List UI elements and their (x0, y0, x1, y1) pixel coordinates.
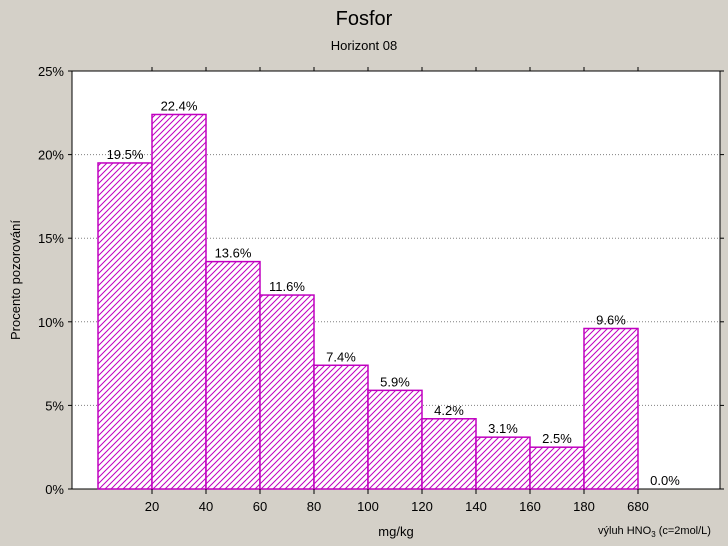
histogram-bar (421, 418, 477, 490)
bar-value-label: 13.6% (215, 246, 252, 261)
x-tick-label: 100 (357, 499, 379, 514)
x-tick-label: 60 (253, 499, 267, 514)
bars-group (97, 113, 639, 490)
bar-value-label: 4.2% (434, 403, 464, 418)
histogram-bar (205, 260, 261, 490)
bar-value-label: 11.6% (269, 279, 305, 294)
bar-value-label: 2.5% (542, 431, 572, 446)
x-tick-label: 140 (465, 499, 487, 514)
y-tick-label: 5% (45, 398, 64, 413)
bar-labels-group: 19.5% 22.4% 13.6% 11.6% 7.4% 5.9% 4.2% 3.1% 2.5%… (107, 98, 681, 488)
bar-value-label: 0.0% (650, 473, 680, 488)
bar-value-label: 5.9% (380, 374, 410, 389)
histogram-bar (475, 436, 531, 490)
histogram-bar (151, 113, 207, 490)
x-tick-label: 120 (411, 499, 433, 514)
x-tick-label: 680 (627, 499, 649, 514)
method-note-subscript: 3 (651, 530, 656, 540)
chart-subtitle: Horizont 08 (330, 38, 398, 53)
bar-value-label: 22.4% (161, 98, 198, 113)
y-tick-label: 0% (45, 482, 64, 497)
x-tick-label: 80 (307, 499, 321, 514)
bar-value-label: 7.4% (326, 349, 356, 364)
x-tick-label: 180 (573, 499, 595, 514)
x-axis-label: mg/kg (378, 524, 413, 539)
method-note: výluh HNO3 (c=2mol/L) (598, 525, 711, 539)
bar-value-label: 19.5% (107, 147, 144, 162)
x-tick-label: 20 (145, 499, 159, 514)
chart-title: Fosfor (335, 8, 393, 30)
x-tick-label: 160 (519, 499, 541, 514)
y-tick-label: 10% (38, 315, 64, 330)
y-tick-label: 25% (38, 64, 64, 79)
histogram-bar (367, 389, 423, 490)
histogram-bar (313, 364, 369, 490)
y-axis: 0% 5% 10% 15% 20% 25% (38, 64, 724, 497)
histogram-bar (97, 162, 153, 490)
y-tick-label: 20% (38, 148, 64, 163)
x-axis: 20 40 60 80 100 120 140 160 180 680 (145, 67, 649, 514)
x-tick-label: 40 (199, 499, 213, 514)
y-tick-label: 15% (38, 231, 64, 246)
histogram-bar (583, 327, 639, 490)
method-note-suffix: (c=2mol/L) (655, 525, 711, 537)
bar-value-label: 3.1% (488, 421, 518, 436)
method-note-prefix: výluh HNO (598, 525, 652, 537)
y-axis-label: Procento pozorování (8, 220, 23, 340)
histogram-bar (259, 294, 315, 490)
bar-value-label: 9.6% (596, 312, 626, 327)
histogram-bar (529, 446, 585, 490)
